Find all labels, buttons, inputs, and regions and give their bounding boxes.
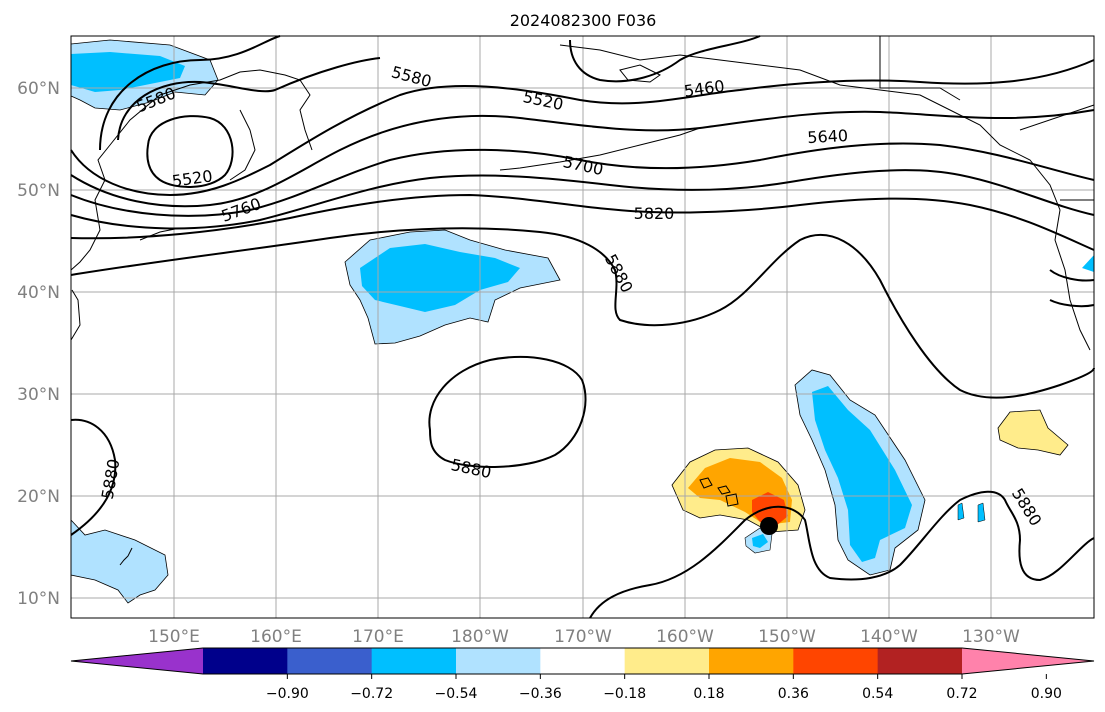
colorbar-segments — [70, 647, 1095, 675]
height-contours — [70, 35, 1095, 619]
colorbar-segment — [540, 648, 626, 674]
colorbar-ticks — [286, 674, 1047, 679]
colorbar-tick-label: 0.72 — [946, 686, 977, 702]
colorbar-segment — [287, 648, 373, 674]
colorbar-segment — [709, 648, 794, 674]
lon-label: 180°W — [451, 627, 509, 647]
lon-label: 170°W — [554, 627, 612, 647]
colorbar-segment — [624, 648, 710, 674]
colorbar-labels: −0.90 −0.72 −0.54 −0.36 −0.18 0.18 0.36 0.54 0.7… — [266, 686, 1062, 702]
colorbar-tick-label: −0.36 — [519, 686, 562, 702]
latitude-labels: 60°N 50°N 40°N 30°N 20°N 10°N — [17, 79, 60, 609]
storm-marker — [760, 517, 778, 535]
colorbar-tick-label: −0.54 — [435, 686, 478, 702]
lon-label: 140°W — [860, 627, 918, 647]
longitude-labels: 150°E 160°E 170°E 180°W 170°W 160°W 150°… — [148, 627, 1020, 647]
colorbar-tick-label: −0.90 — [266, 686, 309, 702]
lon-label: 170°E — [352, 627, 404, 647]
colorbar-tick-label: −0.72 — [350, 686, 393, 702]
colorbar-tick-label: 0.36 — [778, 686, 809, 702]
lon-label: 160°W — [656, 627, 714, 647]
lon-label: 130°W — [962, 627, 1020, 647]
coastlines — [70, 36, 1095, 566]
colorbar-tick-label: 0.18 — [693, 686, 724, 702]
figure-title: 2024082300 F036 — [510, 11, 657, 30]
colorbar-extend-high — [962, 648, 1094, 674]
lat-label: 10°N — [17, 589, 60, 609]
shaded-regions — [70, 39, 1094, 604]
contour-label: 5820 — [634, 204, 675, 223]
lat-label: 60°N — [17, 79, 60, 99]
lon-label: 150°W — [758, 627, 816, 647]
contour-label: 5640 — [807, 126, 849, 147]
colorbar-segment — [793, 648, 879, 674]
lat-label: 40°N — [17, 283, 60, 303]
map-panel: 5580 5580 5520 5520 5460 5640 5700 5760 … — [70, 35, 1095, 619]
lon-label: 150°E — [148, 627, 200, 647]
colorbar-outline — [70, 647, 1095, 675]
colorbar-tick-label: −0.18 — [603, 686, 646, 702]
lat-label: 30°N — [17, 385, 60, 405]
colorbar-segment — [456, 648, 541, 674]
colorbar-tick-label: 0.54 — [862, 686, 893, 702]
colorbar-segment — [371, 648, 457, 674]
lat-label: 20°N — [17, 487, 60, 507]
lon-label: 160°E — [250, 627, 302, 647]
colorbar-segment — [203, 648, 288, 674]
colorbar-extend-low — [71, 648, 203, 674]
gridlines — [71, 36, 1094, 618]
colorbar-segment — [877, 648, 963, 674]
lat-label: 50°N — [17, 181, 60, 201]
colorbar-tick-label: 0.90 — [1031, 686, 1062, 702]
colorbar: −0.90 −0.72 −0.54 −0.36 −0.18 0.18 0.36 0.54 0.7… — [70, 647, 1095, 702]
